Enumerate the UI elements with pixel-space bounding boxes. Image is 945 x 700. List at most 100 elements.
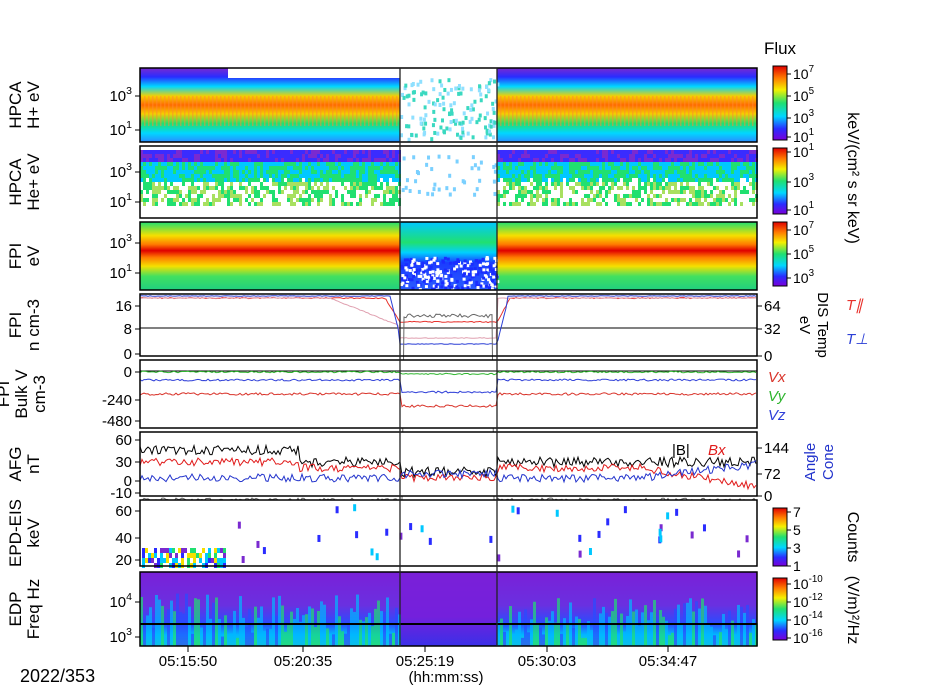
hpca-he-cell	[500, 158, 503, 162]
hpca-he-cell	[647, 194, 650, 198]
hpca-he-cell	[368, 158, 371, 162]
hpca-he-cell	[623, 202, 626, 206]
eis-event	[355, 531, 359, 539]
hpca-he-cell	[257, 174, 260, 178]
hpca-he-cell	[239, 158, 242, 162]
hpca-he-cell	[233, 154, 236, 158]
hpca-he-cell	[275, 174, 278, 178]
tick-label: 101	[109, 191, 132, 211]
hpca-he-cell	[200, 198, 203, 202]
hpca-he-cell	[683, 178, 686, 182]
fpi-speck	[468, 260, 472, 264]
hpca-he-cell	[662, 170, 665, 174]
hpca-he-cell	[533, 166, 536, 170]
edp-column	[347, 624, 350, 646]
hpca-he-cell	[584, 166, 587, 170]
hpca-he-cell	[206, 154, 209, 158]
hpca-h-speck	[405, 124, 409, 129]
hpca-he-cell	[197, 170, 200, 174]
hpca-he-cell	[701, 178, 704, 182]
hpca-h-speck	[461, 86, 465, 91]
hpca-he-cell	[329, 162, 332, 166]
hpca-he-cell	[644, 190, 647, 194]
hpca-he-cell	[728, 158, 731, 162]
fpi-speck	[474, 270, 478, 274]
hpca-h-speck	[410, 132, 414, 137]
hpca-he-cell	[641, 154, 644, 158]
hpca-h-stripe	[588, 96, 590, 126]
hpca-he-cell	[563, 154, 566, 158]
hpca-he-cell	[365, 158, 368, 162]
edp-column	[371, 626, 374, 646]
hpca-he-cell	[557, 158, 560, 162]
hpca-he-cell	[512, 154, 515, 158]
hpca-he-cell	[632, 186, 635, 190]
hpca-h-speck	[479, 92, 483, 97]
fpi-speck	[494, 262, 498, 266]
hpca-he-cell	[617, 198, 620, 202]
hpca-he-cell	[623, 174, 626, 178]
hpca-he-cell	[188, 162, 191, 166]
hpca-he-cell	[608, 174, 611, 178]
hpca-he-cell	[302, 202, 305, 206]
hpca-he-cell	[692, 202, 695, 206]
hpca-he-cell	[392, 182, 395, 186]
edp-column	[188, 606, 191, 646]
hpca-he-cell	[506, 186, 509, 190]
hpca-he-cell	[752, 158, 755, 162]
hpca-he-cell	[299, 154, 302, 158]
hpca-he-cell	[524, 166, 527, 170]
hpca-he-cell	[230, 202, 233, 206]
hpca-h-stripe	[184, 96, 186, 126]
hpca-he-cell	[293, 162, 296, 166]
eis-cell	[199, 553, 202, 558]
hpca-he-cell	[545, 182, 548, 186]
hpca-he-cell	[302, 198, 305, 202]
hpca-he-cell	[302, 174, 305, 178]
hpca-he-cell	[275, 198, 278, 202]
hpca-he-cell	[611, 182, 614, 186]
hpca-he-cell	[353, 166, 356, 170]
hpca-h-speck	[402, 95, 406, 100]
hpca-he-cell	[539, 162, 542, 166]
hpca-he-cell	[182, 154, 185, 158]
eis-cell	[205, 558, 208, 563]
hpca-he-cell	[272, 166, 275, 170]
hpca-he-cell	[539, 150, 542, 154]
hpca-h-speck	[416, 82, 420, 87]
hpca-he-cell	[524, 150, 527, 154]
hpca-he-cell	[545, 150, 548, 154]
hpca-he-cell	[521, 194, 524, 198]
hpca-he-cell	[530, 150, 533, 154]
hpca-he-cell	[623, 170, 626, 174]
hpca-he-cell	[533, 150, 536, 154]
fpi-speck	[419, 274, 423, 278]
hpca-he-cell	[380, 190, 383, 194]
hpca-he-cell	[296, 158, 299, 162]
hpca-he-cell	[536, 194, 539, 198]
hpca-he-cell	[353, 154, 356, 158]
hpca-he-cell	[518, 202, 521, 206]
hpca-he-cell	[272, 178, 275, 182]
hpca-he-cell	[377, 178, 380, 182]
hpca-he-cell	[719, 190, 722, 194]
hpca-he-cell	[656, 154, 659, 158]
y-axis-label: HPCA	[6, 158, 25, 206]
hpca-he-cell	[500, 150, 503, 154]
hpca-he-cell	[305, 190, 308, 194]
hpca-he-cell	[668, 174, 671, 178]
hpca-he-cell	[161, 190, 164, 194]
edp-column	[587, 621, 590, 646]
hpca-he-cell	[599, 170, 602, 174]
hpca-he-cell	[518, 170, 521, 174]
hpca-he-cell	[680, 154, 683, 158]
hpca-he-cell	[512, 166, 515, 170]
hpca-he-cell	[356, 194, 359, 198]
hpca-he-cell	[665, 186, 668, 190]
hpca-he-cell	[191, 174, 194, 178]
hpca-h-speck	[456, 132, 460, 137]
hpca-he-cell	[242, 194, 245, 198]
hpca-he-cell	[623, 182, 626, 186]
hpca-he-cell	[299, 190, 302, 194]
hpca-he-cell	[296, 170, 299, 174]
